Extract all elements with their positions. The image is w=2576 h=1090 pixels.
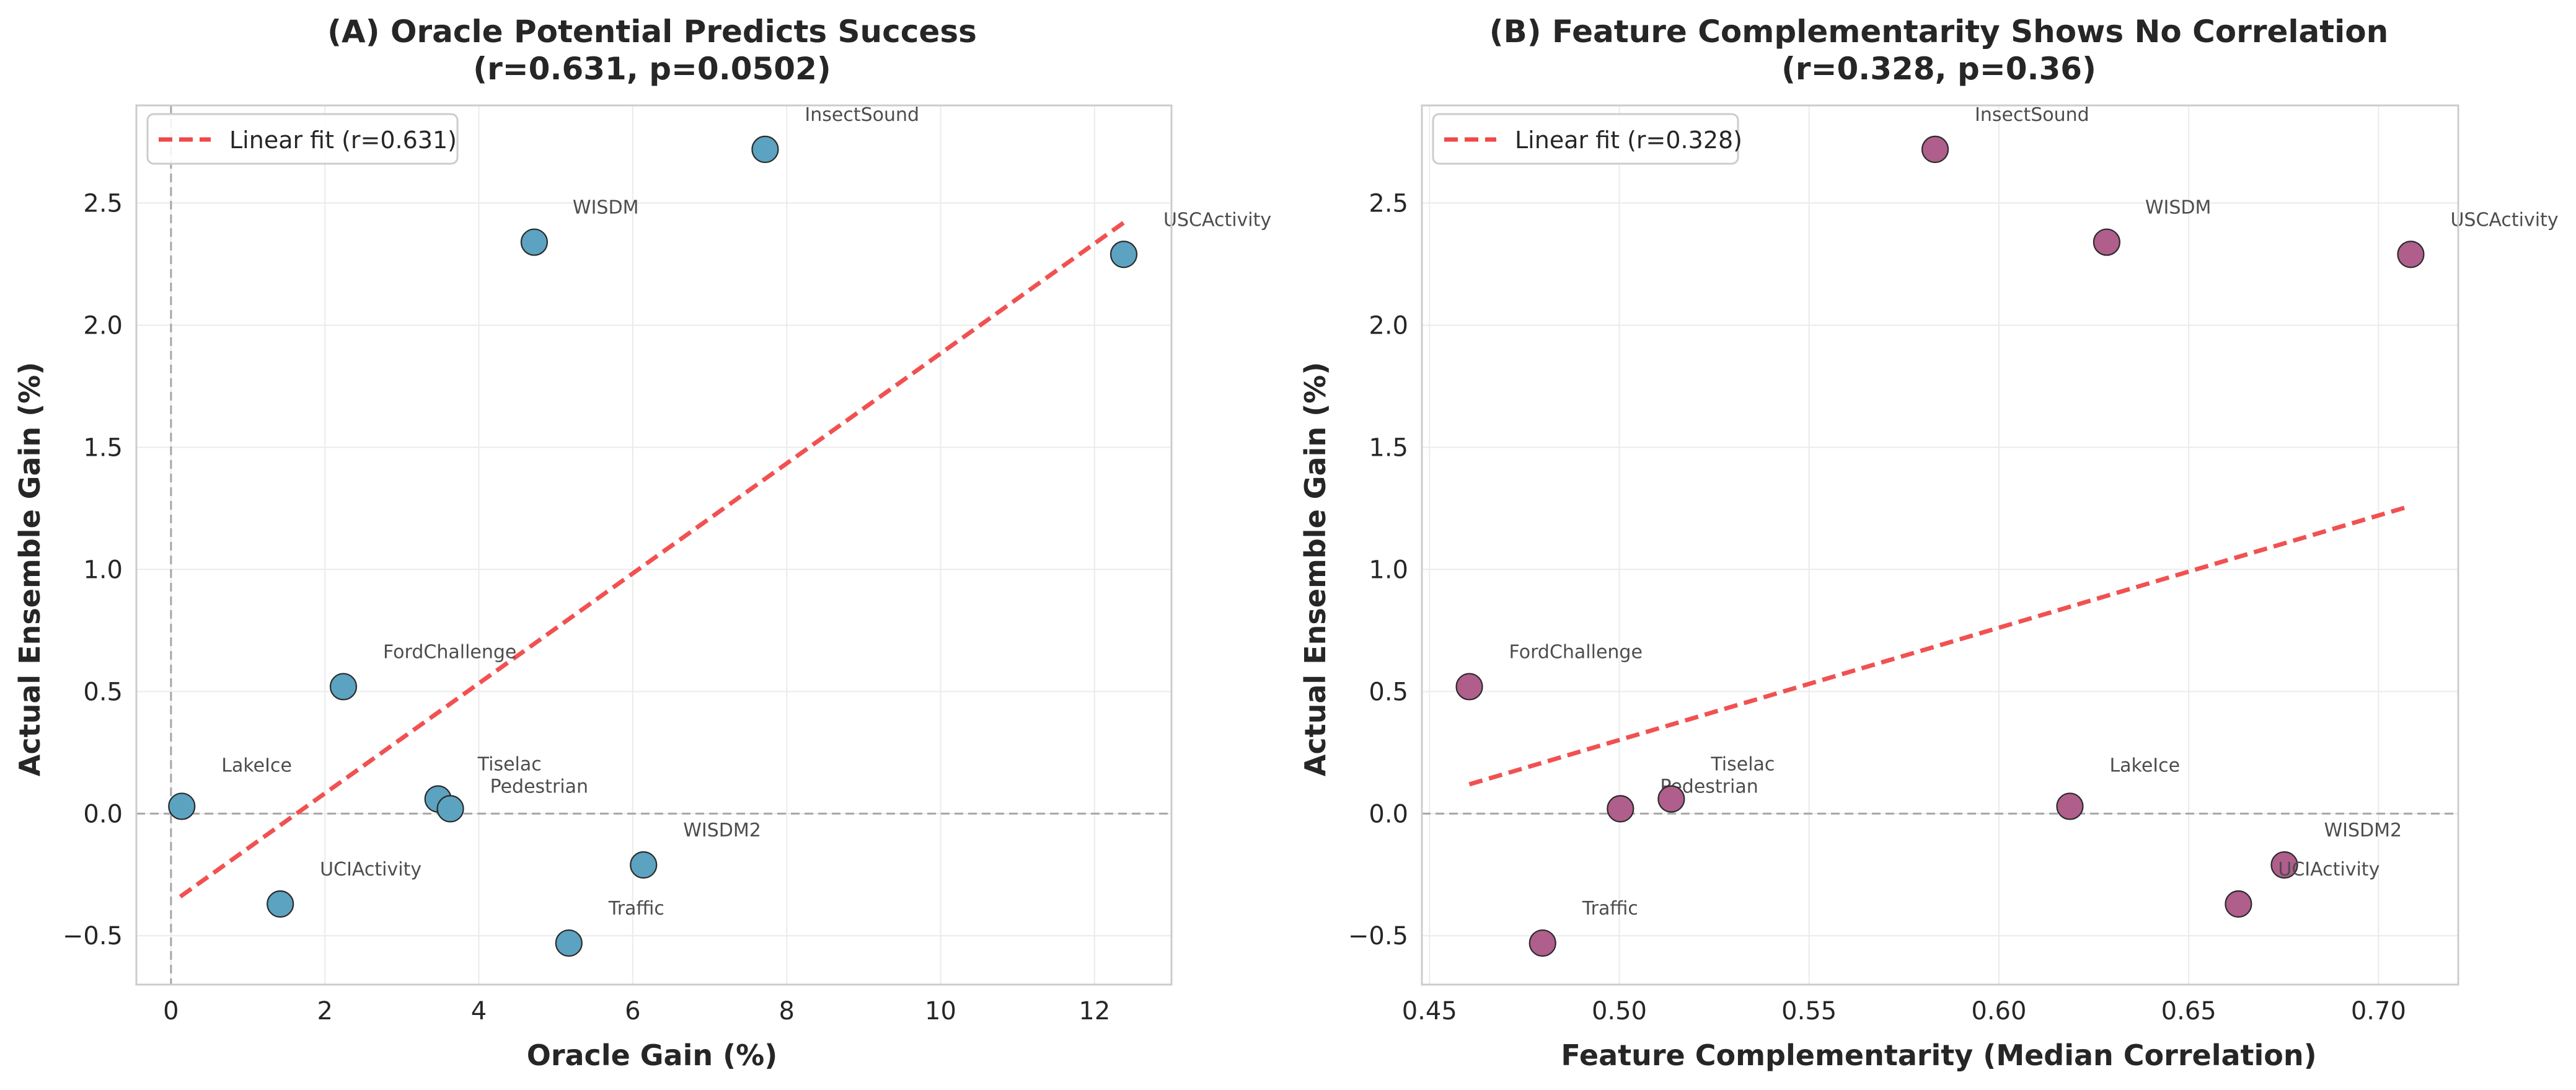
panel-b-point-wisdm2 [2270,851,2298,879]
panel-a-point-label-lakeice: LakeIce [221,755,292,776]
panel-a-legend: Linear fit (r=0.631) [146,113,459,165]
panel-a-point-wisdm2 [630,851,658,879]
panel-a-point-label-uscactivity: USCActivity [1163,209,1271,231]
panel-a-point-label-uciactivity: UCIActivity [320,859,421,880]
panel-b-point-tiselac [1657,785,1685,813]
panel-a-point-label-traffic: Traffic [608,898,664,919]
panel-b-point-label-fordchallenge: FordChallenge [1509,641,1643,663]
panel-b-legend-label: Linear fit (r=0.328) [1515,126,1742,154]
panel-b-point-fordchallenge [1455,673,1483,701]
panel-a-linear-fit-line [179,221,1126,899]
panel-a-y-axis-label: Actual Ensemble Gain (%) [13,362,46,776]
panel-a-point-uscactivity [1109,241,1138,268]
panel-a-point-label-fordchallenge: FordChallenge [383,641,516,663]
panel-b-point-pedestrian [1607,795,1634,823]
panel-a-y-tick-label: 0.0 [83,800,123,828]
panel-b-point-insectsound [1921,135,1949,163]
panel-a-title-line2: (r=0.631, p=0.0502) [473,51,831,87]
panel-b-plot-area: 0.45 0.50 0.55 0.60 0.65 0.70 −0.5 0.0 0.5 1.0 1.5… [1348,104,2559,1026]
panel-a-oracle-gain: (A) Oracle Potential Predicts Success (r… [13,14,1271,1072]
panel-b-y-tick-label: 0.5 [1369,678,1408,706]
panel-b-x-tick-label: 0.60 [1971,997,2026,1026]
panel-b-y-tick-label: 1.5 [1369,433,1408,462]
panel-b-y-tick-label: 1.0 [1369,556,1408,584]
panel-b-point-label-insectsound: InsectSound [1975,104,2089,126]
panel-b-point-label-traffic: Traffic [1582,898,1638,919]
panel-b-legend-frame [1432,113,1739,165]
panel-b-x-tick-label: 0.55 [1781,997,1837,1026]
panel-a-x-tick-label: 8 [779,997,794,1026]
panel-a-x-tick-label: 6 [625,997,640,1026]
panel-a-y-tick-label: 1.5 [83,433,123,462]
panel-a-point-fordchallenge [329,673,358,701]
panel-b-point-lakeice [2056,792,2084,820]
panel-b-legend: Linear fit (r=0.328) [1432,113,1742,165]
panel-b-point-wisdm [2093,228,2120,256]
panel-a-point-wisdm [520,228,549,256]
panel-b-x-axis-label: Feature Complementarity (Median Correlat… [1561,1039,2316,1072]
panel-b-y-tick-label: 2.0 [1369,312,1408,340]
panel-b-point-label-uciactivity: UCIActivity [2278,859,2380,880]
panel-b-y-tick-label: 2.5 [1369,190,1408,218]
panel-b-point-traffic [1528,929,1556,957]
panel-a-point-label-pedestrian: Pedestrian [490,776,588,797]
panel-a-point-label-tiselac: Tiselac [477,754,542,776]
panel-a-y-tick-label: 1.0 [83,556,123,584]
panel-a-point-pedestrian [436,795,464,823]
panel-a-title-line1: (A) Oracle Potential Predicts Success [327,14,977,50]
panel-a-point-uciactivity [267,890,294,918]
panel-b-point-label-tiselac: Tiselac [1710,754,1775,776]
panel-a-plot-area: 0 2 4 6 8 10 12 −0.5 0.0 0.5 1.0 1.5 2.0 2.5 InsectSou… [63,104,1271,1026]
panel-a-x-tick-label: 12 [1078,997,1110,1026]
panel-b-y-tick-label: 0.0 [1369,800,1408,828]
panel-b-plot-frame [1421,104,2459,986]
panel-b-x-tick-label: 0.65 [2161,997,2217,1026]
panel-b-point-uscactivity [2397,241,2425,268]
panel-a-y-tick-label: 0.5 [83,678,123,706]
panel-b-point-uciactivity [2225,890,2252,918]
panel-a-point-lakeice [168,792,196,820]
panel-b-point-label-wisdm2: WISDM2 [2324,820,2402,841]
panel-b-title-line2: (r=0.328, p=0.36) [1781,51,2096,87]
panel-b-x-tick-label: 0.50 [1592,997,1647,1026]
panel-a-plot-background [136,105,1171,985]
panel-b-point-label-lakeice: LakeIce [2109,755,2180,776]
panel-a-y-tick-label: −0.5 [63,922,123,950]
panel-a-point-traffic [555,929,583,957]
panel-a-x-tick-label: 0 [163,997,179,1026]
panel-a-point-label-wisdm: WISDM [573,197,639,219]
panel-b-point-label-uscactivity: USCActivity [2450,209,2558,231]
panel-b-x-tick-label: 0.45 [1402,997,1457,1026]
panel-b-plot-background [1422,105,2458,985]
panel-a-x-axis-label: Oracle Gain (%) [527,1039,778,1072]
panel-b-point-label-wisdm: WISDM [2145,197,2212,219]
panel-b-title-line1: (B) Feature Complementarity Shows No Cor… [1489,14,2388,50]
panel-a-x-tick-label: 4 [471,997,487,1026]
panel-a-point-label-insectsound: InsectSound [805,104,919,126]
panel-b-y-axis-label: Actual Ensemble Gain (%) [1299,362,1332,776]
panel-a-x-tick-label: 2 [317,997,332,1026]
panel-a-point-insectsound [751,135,779,163]
panel-a-plot-frame [135,104,1173,986]
panel-a-x-tick-label: 10 [925,997,956,1026]
panel-b-y-tick-label: −0.5 [1348,922,1408,950]
panel-b-x-tick-label: 0.70 [2351,997,2406,1026]
panel-a-legend-frame [146,113,459,165]
panel-a-legend-label: Linear fit (r=0.631) [229,126,457,154]
panel-a-y-tick-label: 2.5 [83,190,123,218]
panel-a-point-label-wisdm2: WISDM2 [683,820,761,841]
panel-b-feature-complementarity: (B) Feature Complementarity Shows No Cor… [1299,14,2559,1072]
panel-a-y-tick-label: 2.0 [83,312,123,340]
